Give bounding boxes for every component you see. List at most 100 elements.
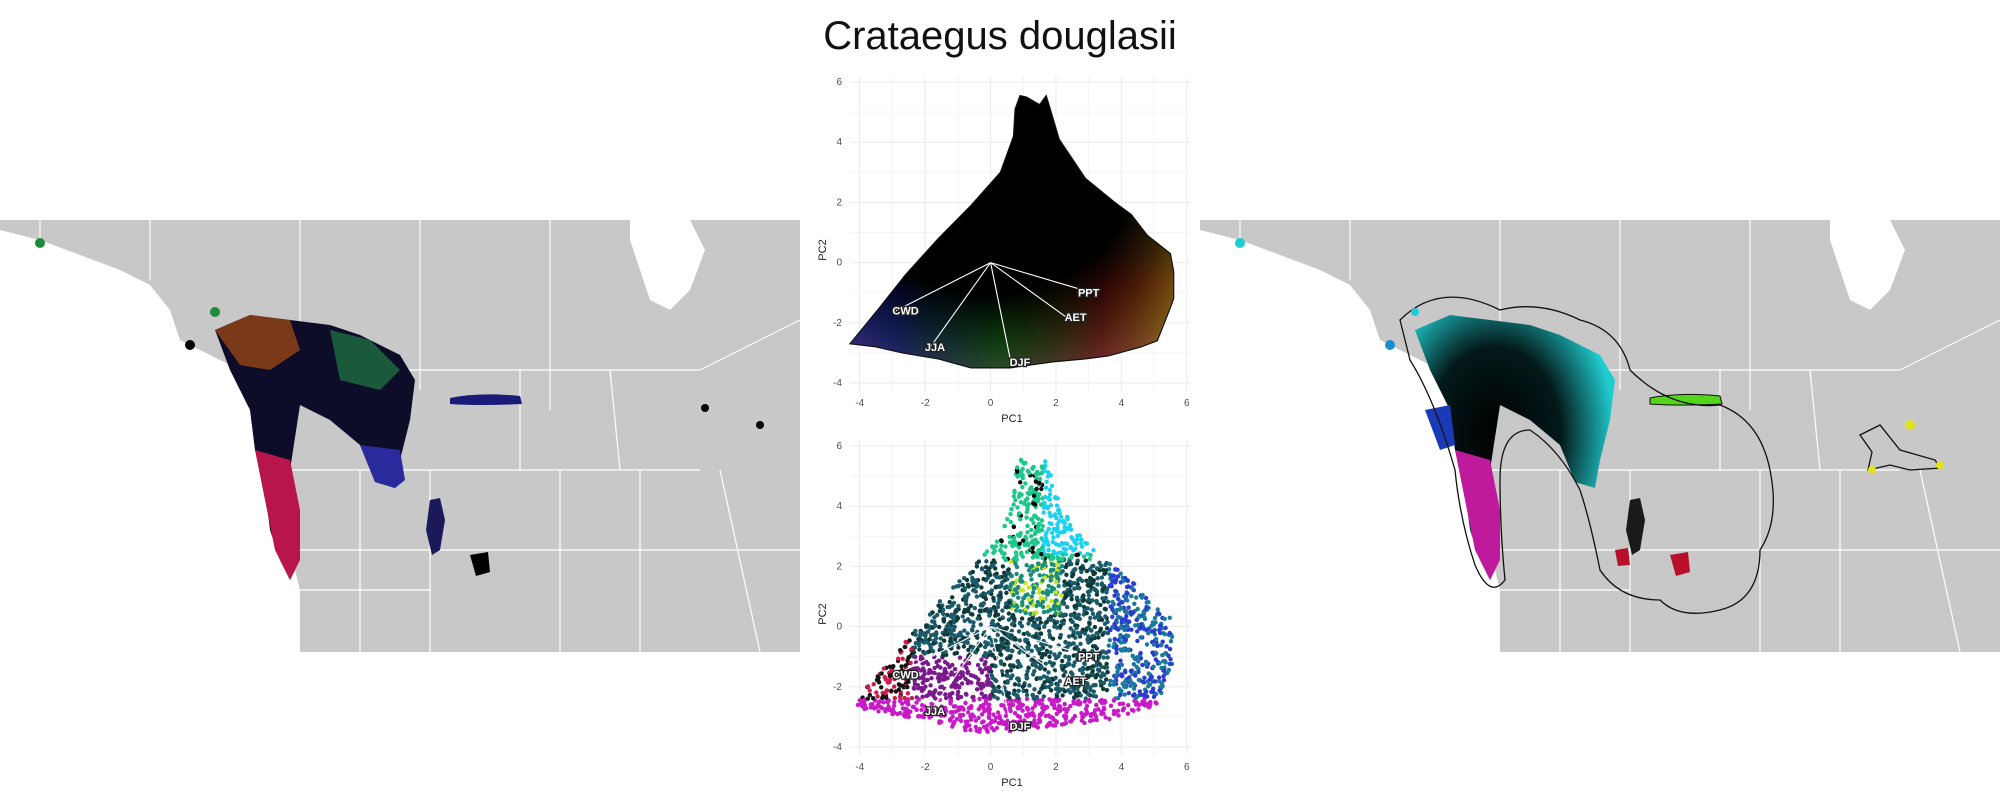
outlier-bc (210, 307, 220, 317)
scatter-point (1040, 702, 1045, 707)
scatter-point (1080, 598, 1086, 603)
scatter-point (1048, 514, 1053, 519)
scatter-point (1012, 490, 1017, 495)
scatter-point (953, 609, 958, 614)
scatter-point (940, 653, 945, 659)
scatter-point (1112, 622, 1117, 627)
scatter-point (970, 583, 975, 588)
scatter-point (948, 620, 953, 625)
scatter-point (952, 637, 958, 642)
scatter-point (964, 692, 969, 697)
loading-arrow-jja (928, 626, 992, 715)
scatter-point (1083, 540, 1088, 546)
scatter-point (1101, 655, 1106, 660)
scatter-point (927, 642, 933, 648)
scatter-point (1013, 561, 1018, 567)
scatter-point (978, 622, 983, 627)
scatter-point (1112, 578, 1117, 583)
scatter-point (1007, 655, 1013, 660)
scatter-point (976, 677, 981, 682)
scatter-point (1152, 615, 1158, 621)
scatter-point (1035, 469, 1040, 475)
scatter-point (912, 645, 918, 650)
scatter-point (1060, 552, 1066, 557)
scatter-point (1011, 524, 1017, 530)
scatter-point (1148, 699, 1153, 705)
scatter-point (955, 696, 961, 701)
scatter-point (1046, 721, 1051, 727)
scatter-point (1088, 615, 1093, 621)
scatter-point (1073, 635, 1078, 640)
scatter-point (906, 671, 911, 676)
scatter-point (1024, 637, 1030, 642)
scatter-point (937, 599, 943, 604)
scatter-point (1075, 657, 1080, 662)
scatter-point (1056, 654, 1061, 659)
scatter-point (1157, 688, 1162, 693)
scatter-point (1021, 595, 1027, 601)
scatter-point (1087, 556, 1092, 562)
scatter-point (1009, 702, 1015, 708)
scatter-point (1104, 626, 1110, 631)
scatter-point (1134, 664, 1139, 669)
scatter-point (1166, 653, 1171, 658)
scatter-point (1012, 682, 1018, 687)
scatter-point (1066, 641, 1072, 646)
scatter-point (881, 666, 886, 671)
scatter-point (1048, 568, 1054, 574)
scatter-point (1015, 586, 1020, 591)
scatter-point (1011, 614, 1016, 619)
scatter-point (1047, 628, 1052, 634)
scatter-point (1026, 652, 1031, 658)
scatter-point (880, 706, 885, 711)
scatter-point (1069, 619, 1075, 624)
scatter-point (1083, 558, 1088, 563)
scatter-point (1131, 682, 1137, 687)
scatter-point (1017, 714, 1023, 720)
scatter-point (1091, 586, 1096, 591)
scatter-point (989, 669, 994, 674)
scatter-point (1033, 634, 1038, 639)
scatter-point (866, 684, 871, 689)
scatter-point (1016, 676, 1021, 681)
scatter-point (886, 704, 891, 709)
scatter-point (1011, 592, 1016, 598)
scatter-point (948, 710, 953, 715)
scatter-point (959, 681, 965, 686)
scatter-point (1085, 606, 1090, 611)
scatter-point (974, 564, 980, 569)
scatter-point (1167, 630, 1172, 636)
scatter-point (1058, 623, 1063, 628)
scatter-point (1118, 692, 1123, 698)
scatter-point (1024, 705, 1030, 711)
scatter-point (1056, 583, 1061, 589)
x-tick-label: 4 (1119, 762, 1125, 773)
scatter-point (1103, 715, 1108, 720)
scatter-point (914, 669, 919, 675)
scatter-point (1054, 515, 1059, 521)
scatter-point (1029, 648, 1034, 653)
scatter-point (972, 578, 978, 583)
scatter-point (1049, 599, 1054, 604)
scatter-point (1107, 638, 1112, 643)
scatter-point (942, 659, 948, 665)
scatter-point (1123, 684, 1129, 690)
scatter-point (1107, 682, 1113, 687)
scatter-point (887, 677, 893, 682)
scatter-point (1025, 530, 1030, 535)
scatter-point (921, 640, 927, 645)
scatter-point (1126, 690, 1131, 696)
scatter-point (951, 617, 956, 622)
scatter-point (1016, 682, 1022, 688)
scatter-point (1018, 457, 1024, 463)
scatter-point (1124, 614, 1129, 619)
scatter-point (1119, 617, 1125, 623)
scatter-point (1135, 629, 1140, 634)
scatter-point (1123, 637, 1129, 642)
scatter-point (1095, 672, 1100, 677)
scatter-point (1068, 626, 1073, 631)
scatter-point (1068, 703, 1073, 709)
y-tick-label: 0 (836, 622, 842, 633)
y-tick-label: 4 (836, 137, 842, 148)
scatter-point (961, 644, 967, 649)
